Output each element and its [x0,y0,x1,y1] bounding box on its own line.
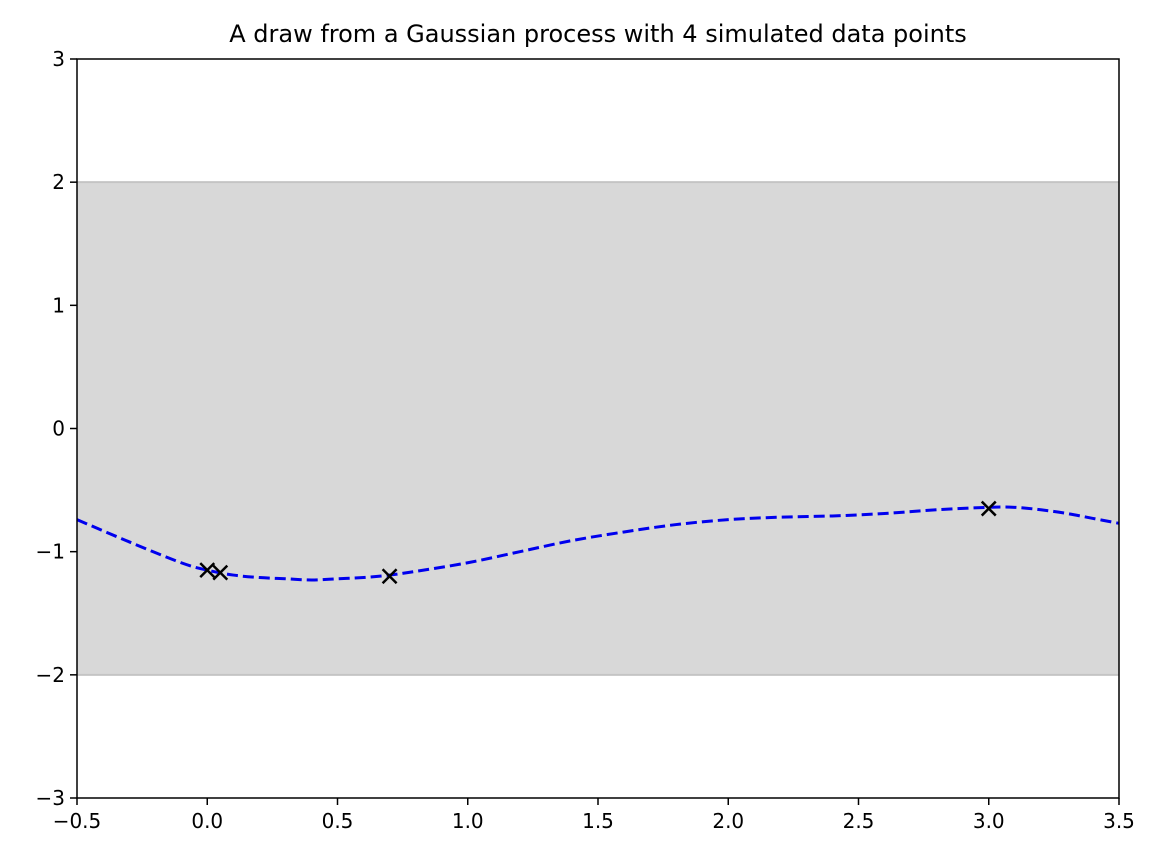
data-point-marker [199,562,216,579]
chart-title: A draw from a Gaussian process with 4 si… [229,20,967,48]
x-tick-label: 2.0 [712,809,744,833]
series-layer [76,505,1120,582]
x-tick-label: 1.5 [582,809,614,833]
x-tick-label: 3.5 [1103,809,1135,833]
band-fill [77,182,1119,675]
x-tick-label: 2.5 [843,809,875,833]
x-tick-label: 0.0 [191,809,223,833]
confidence-band [77,181,1119,676]
x-tick-label: 3.0 [973,809,1005,833]
series-line-0 [76,505,1120,582]
y-tick-label: −1 [36,540,65,564]
x-tick-label: 1.0 [452,809,484,833]
data-point-marker [980,500,997,517]
data-points [199,500,997,585]
y-tick-label: −3 [36,786,65,810]
x-axis: −0.5 0.0 0.5 1.0 1.5 2.0 2.5 3.0 3.5 [53,798,1135,833]
x-tick-label: −0.5 [53,809,102,833]
y-tick-label: 2 [52,170,65,194]
y-tick-label: −2 [36,663,65,687]
data-point-marker [381,568,398,585]
x-tick-label: 0.5 [322,809,354,833]
y-tick-label: 0 [52,417,65,441]
y-tick-label: 1 [52,293,65,317]
y-tick-label: 3 [52,47,65,71]
y-axis: −3 −2 −1 0 1 2 3 [36,47,77,810]
data-point-marker [212,564,229,581]
